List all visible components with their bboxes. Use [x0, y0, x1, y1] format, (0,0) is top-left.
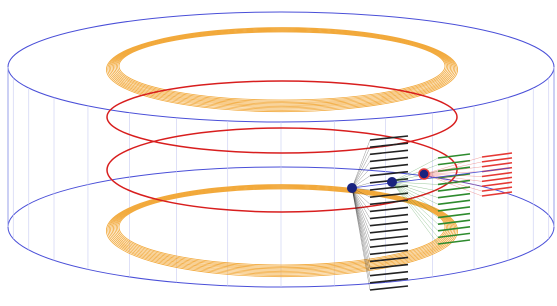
coil-diagram: [0, 0, 557, 306]
particle: [347, 183, 357, 193]
particle: [387, 177, 397, 187]
particle: [419, 169, 429, 179]
